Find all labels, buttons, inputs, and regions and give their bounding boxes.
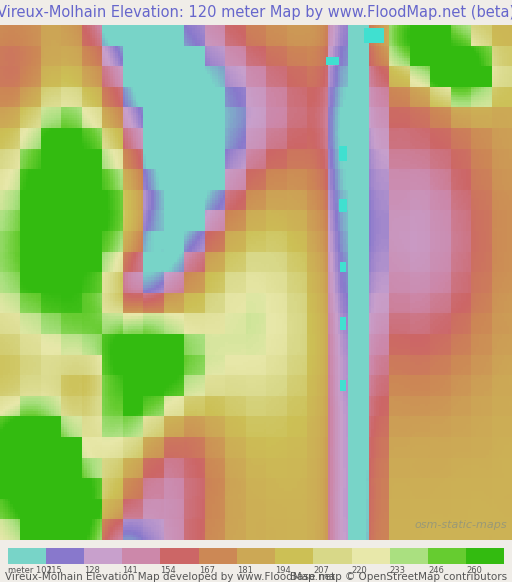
Text: 154: 154: [160, 566, 176, 575]
Bar: [122, 548, 160, 565]
Bar: [339, 199, 347, 212]
Text: 115: 115: [46, 566, 61, 575]
Bar: [340, 381, 346, 391]
Bar: [199, 548, 237, 565]
Bar: [364, 27, 384, 43]
Text: 246: 246: [428, 566, 444, 575]
Text: 141: 141: [122, 566, 138, 575]
Text: Vireux-Molhain Elevation: 120 meter Map by www.FloodMap.net (beta): Vireux-Molhain Elevation: 120 meter Map …: [0, 5, 512, 20]
Bar: [8, 548, 46, 565]
Bar: [313, 548, 352, 565]
Bar: [340, 262, 346, 272]
Bar: [466, 548, 504, 565]
Bar: [46, 548, 84, 565]
Bar: [340, 317, 346, 330]
Text: 128: 128: [84, 566, 100, 575]
Text: 260: 260: [466, 566, 482, 575]
Bar: [275, 548, 313, 565]
Text: 167: 167: [199, 566, 215, 575]
Text: 207: 207: [313, 566, 329, 575]
Bar: [352, 548, 390, 565]
Text: meter 102: meter 102: [8, 566, 51, 575]
Bar: [339, 146, 347, 161]
Bar: [84, 548, 122, 565]
Bar: [160, 548, 199, 565]
Bar: [237, 548, 275, 565]
Bar: [327, 57, 339, 65]
Text: 233: 233: [390, 566, 406, 575]
Text: 220: 220: [352, 566, 367, 575]
Bar: [390, 548, 428, 565]
Text: Vireux-Molhain Elevation Map developed by www.FloodMap.net: Vireux-Molhain Elevation Map developed b…: [5, 572, 335, 582]
Text: Base map © OpenStreetMap contributors: Base map © OpenStreetMap contributors: [290, 572, 507, 582]
Text: 181: 181: [237, 566, 253, 575]
Text: 194: 194: [275, 566, 291, 575]
Bar: [428, 548, 466, 565]
Text: osm-static-maps: osm-static-maps: [414, 520, 507, 530]
